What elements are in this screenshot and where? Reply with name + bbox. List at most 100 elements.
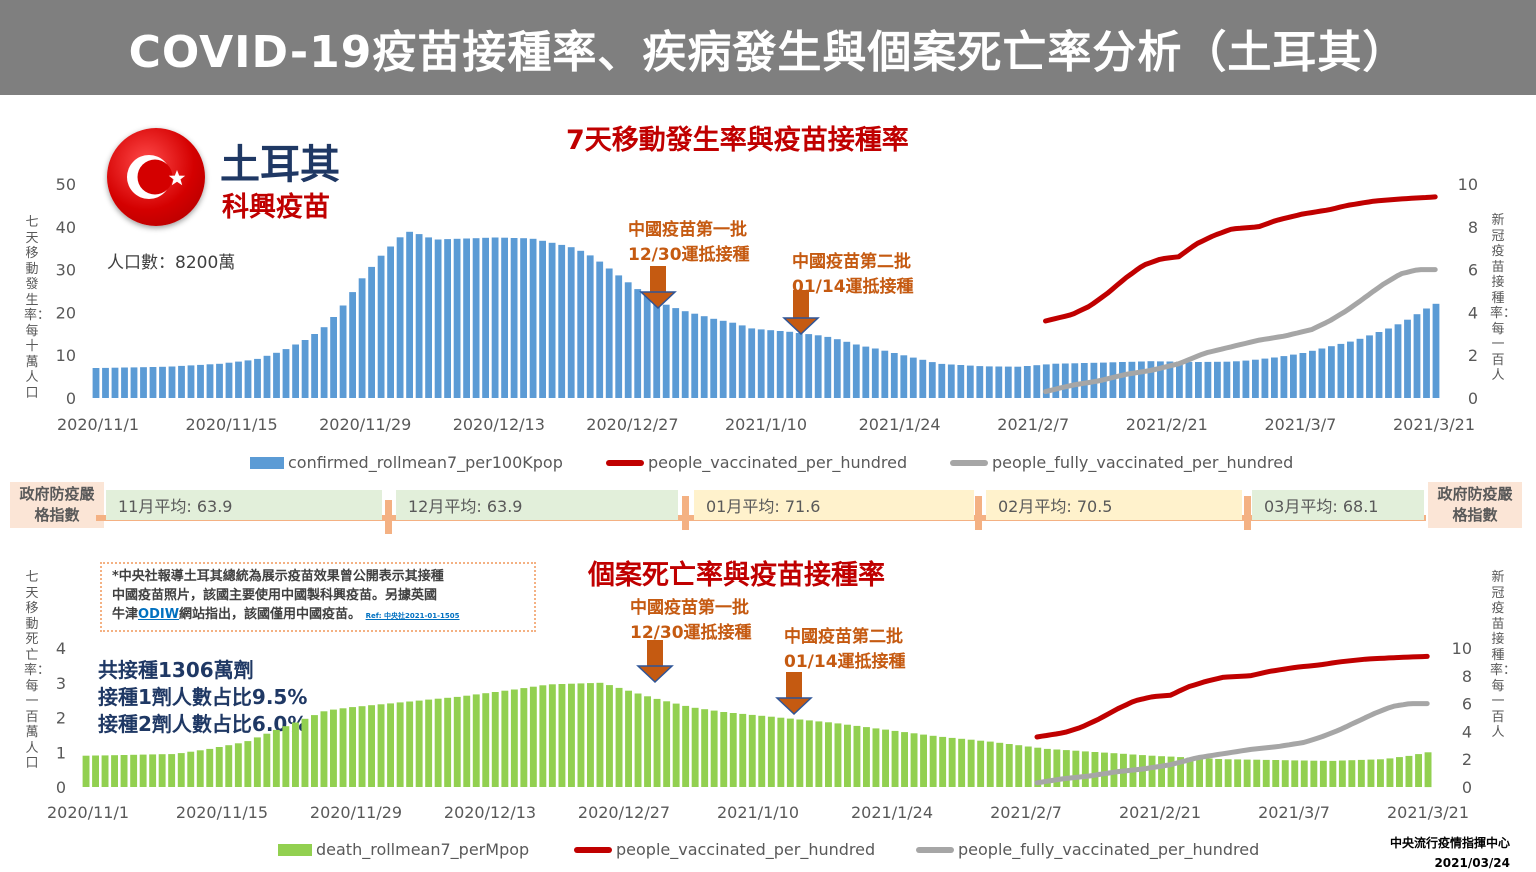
bar (1224, 759, 1232, 787)
bar (844, 724, 851, 787)
bar (520, 238, 527, 398)
bar (1280, 356, 1288, 398)
bar (1004, 366, 1012, 398)
bar (235, 361, 242, 398)
bar (1299, 353, 1307, 398)
bar (843, 341, 851, 398)
bar (1081, 751, 1089, 787)
bar (1271, 357, 1278, 398)
bar (339, 305, 347, 398)
bar (615, 275, 623, 398)
legend-swatch-red (606, 459, 644, 466)
bar (985, 366, 993, 398)
bar (1338, 760, 1346, 787)
bar (1186, 757, 1194, 787)
odiw-link[interactable]: ODIW (138, 607, 180, 622)
bar (1223, 361, 1231, 398)
bar (947, 364, 955, 398)
bar (406, 231, 413, 398)
bar (339, 708, 347, 787)
bar (1042, 364, 1050, 398)
bar (1043, 748, 1051, 787)
legend-swatch-green (278, 843, 312, 856)
legend-label: confirmed_rollmean7_per100Kpop (288, 453, 563, 472)
bar (805, 720, 813, 787)
x-axis-tick: 2020/11/1 (47, 803, 129, 822)
news-note-box: *中央社報導土耳其總統為展示疫苗效果曾公開表示其接種 中國疫苗照片，該國主要使用… (100, 562, 536, 632)
bar (919, 359, 927, 398)
bar (111, 367, 119, 398)
bar (1158, 756, 1165, 787)
bar (1024, 746, 1032, 787)
annotation-line: 中國疫苗第二批 (784, 627, 903, 647)
bar (1014, 366, 1022, 398)
note-line: 中國疫苗照片，該國主要使用中國製科興疫苗。另據英國 (112, 588, 438, 603)
right-axis-tick: 8 (1468, 218, 1478, 237)
bar (529, 238, 537, 398)
stringency-label-right: 政府防疫嚴格指數 (1428, 482, 1522, 528)
bar (1405, 755, 1413, 787)
bar (1329, 760, 1337, 787)
bar (1015, 745, 1023, 787)
note-text: 網站指出，該國僅用中國疫苗。 (179, 607, 362, 622)
bottom-chart-title: 個案死亡率與疫苗接種率 (588, 560, 885, 591)
legend-label: people_fully_vaccinated_per_hundred (958, 840, 1260, 859)
top-chart-title: 7天移動發生率與疫苗接種率 (566, 125, 909, 156)
bar (739, 713, 747, 787)
stringency-month-nov: 11月平均: 63.9 (106, 490, 382, 520)
down-arrow-icon (636, 665, 674, 684)
note-reference[interactable]: Ref: 中央社2021-01-1505 (365, 612, 460, 620)
bar (606, 685, 613, 787)
bar (996, 742, 1004, 787)
bar (501, 690, 509, 787)
fully-vaccinated-line (1034, 701, 1430, 786)
left-axis-tick: 40 (56, 218, 76, 237)
bar (568, 683, 575, 787)
x-axis-tick: 2021/1/10 (725, 415, 807, 434)
annotation-line: 12/30運抵接種 (628, 245, 750, 265)
bar (1167, 756, 1175, 787)
bar (349, 292, 356, 398)
note-text: 牛津 (112, 607, 139, 622)
bar (1119, 362, 1126, 398)
x-axis-tick: 2020/12/27 (578, 803, 670, 822)
bar (539, 685, 547, 787)
bar (1375, 332, 1383, 398)
bar (120, 755, 128, 787)
bar (1147, 361, 1155, 398)
bar (396, 237, 404, 398)
bar (863, 727, 870, 787)
bar (1347, 341, 1354, 398)
bar (720, 712, 728, 787)
bar (995, 366, 1003, 398)
bar (1415, 754, 1422, 787)
annotation-line: 中國疫苗第一批 (628, 220, 747, 240)
bar (1061, 363, 1069, 398)
bar (767, 330, 775, 398)
bar (586, 255, 594, 398)
legend-label: people_fully_vaccinated_per_hundred (992, 453, 1294, 472)
stats-total-doses: 共接種1306萬劑 (98, 658, 254, 682)
bar (368, 705, 375, 787)
bar (596, 682, 604, 787)
legend-swatch-blue (250, 456, 284, 469)
bar (225, 745, 233, 787)
note-line: *中央社報導土耳其總統為展示疫苗效果曾公開表示其接種 (112, 569, 444, 584)
bar (729, 322, 737, 398)
x-axis-tick: 2021/2/7 (997, 415, 1069, 434)
bar (1272, 760, 1280, 787)
bar (663, 701, 671, 787)
bottom-legend-deaths: death_rollmean7_perMpop (278, 840, 529, 859)
bar (225, 362, 233, 398)
bar (263, 733, 271, 787)
bar (1310, 760, 1318, 787)
bar (710, 710, 718, 787)
annotation-line: 12/30運抵接種 (630, 623, 752, 643)
bar (387, 246, 394, 398)
bar (853, 725, 861, 787)
bar (254, 358, 261, 398)
bar (1386, 758, 1394, 787)
right-axis-tick: 2 (1462, 750, 1472, 769)
down-arrow-icon (650, 266, 666, 292)
bar (501, 237, 508, 398)
